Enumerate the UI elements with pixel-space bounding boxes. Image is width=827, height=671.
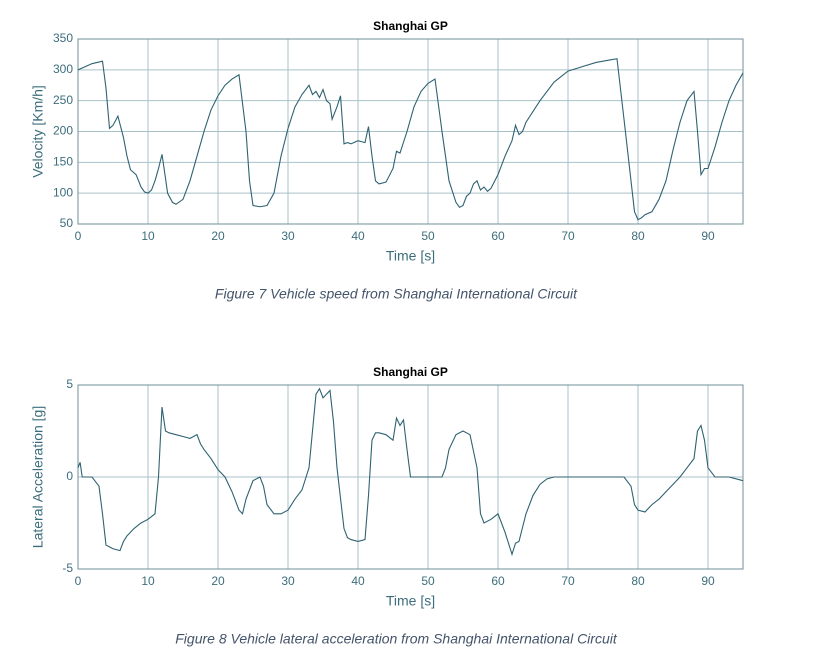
x-axis-label: Time [s] xyxy=(386,593,435,609)
y-axis-label: Velocity [Km/h] xyxy=(30,85,46,178)
x-tick-label: 10 xyxy=(141,574,155,588)
x-tick-label: 30 xyxy=(281,574,295,588)
x-tick-label: 90 xyxy=(701,574,715,588)
x-tick-label: 70 xyxy=(561,574,575,588)
y-axis-label: Lateral Acceleration [g] xyxy=(30,406,46,548)
x-tick-label: 20 xyxy=(211,574,225,588)
x-tick-label: 50 xyxy=(421,574,435,588)
data-line xyxy=(77,387,744,557)
y-tick-label: 300 xyxy=(53,62,73,76)
data-line xyxy=(77,58,744,221)
x-tick-label: 80 xyxy=(631,229,645,243)
figure-caption: Figure 7 Vehicle speed from Shanghai Int… xyxy=(215,286,578,302)
x-tick-label: 60 xyxy=(491,574,505,588)
y-tick-label: 50 xyxy=(60,216,74,230)
x-tick-label: 70 xyxy=(561,229,575,243)
y-tick-label: 250 xyxy=(53,93,73,107)
x-tick-label: 0 xyxy=(75,574,82,588)
x-tick-label: 40 xyxy=(351,229,365,243)
x-tick-label: 30 xyxy=(281,229,295,243)
y-tick-label: 100 xyxy=(53,185,73,199)
y-tick-label: 5 xyxy=(66,377,73,391)
y-tick-label: 200 xyxy=(53,124,73,138)
x-tick-label: 40 xyxy=(351,574,365,588)
x-tick-label: 20 xyxy=(211,229,225,243)
y-tick-label: 350 xyxy=(53,31,73,45)
plot-frame xyxy=(77,38,744,225)
y-tick-label: 150 xyxy=(53,155,73,169)
x-tick-label: 50 xyxy=(421,229,435,243)
plot-frame xyxy=(77,384,744,570)
x-tick-label: 0 xyxy=(75,229,82,243)
x-tick-label: 90 xyxy=(701,229,715,243)
x-tick-label: 80 xyxy=(631,574,645,588)
x-tick-label: 10 xyxy=(141,229,155,243)
y-tick-label: 0 xyxy=(66,469,73,483)
chart-title: Shanghai GP xyxy=(373,365,448,379)
figure-caption: Figure 8 Vehicle lateral acceleration fr… xyxy=(175,631,618,647)
y-tick-label: -5 xyxy=(62,561,73,575)
x-axis-label: Time [s] xyxy=(386,248,435,264)
chart-title: Shanghai GP xyxy=(373,19,448,33)
x-tick-label: 60 xyxy=(491,229,505,243)
